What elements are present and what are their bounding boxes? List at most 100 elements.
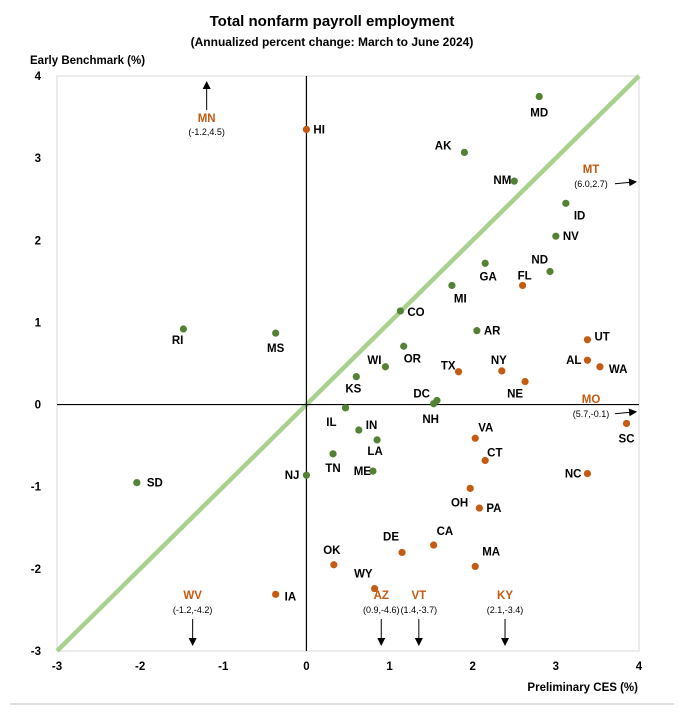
x-axis-label: Preliminary CES (%) xyxy=(527,682,638,694)
y-tick-label: -2 xyxy=(31,564,41,576)
point-label-fl: FL xyxy=(518,270,532,282)
outlier-coords-mt: (6.0,2.7) xyxy=(574,179,608,189)
outlier-coords-mo: (5.7,-0.1) xyxy=(573,409,610,419)
outlier-coords-mn: (-1.2,4.5) xyxy=(188,127,225,137)
data-point-tn xyxy=(329,450,337,458)
x-tick-label: 1 xyxy=(386,661,393,673)
point-label-wi: WI xyxy=(367,355,381,367)
outlier-label-ky: KY xyxy=(497,590,513,602)
data-point-nj xyxy=(302,471,311,479)
data-point-ks xyxy=(352,373,360,381)
data-point-ga xyxy=(481,259,489,267)
point-label-ms: MS xyxy=(267,343,285,355)
data-point-sc xyxy=(622,419,631,428)
point-label-ok: OK xyxy=(323,545,341,557)
data-point-me xyxy=(369,467,377,475)
outlier-label-wv: WV xyxy=(183,590,202,602)
point-label-in: IN xyxy=(366,420,378,432)
point-label-wa: WA xyxy=(609,364,628,376)
data-point-hi xyxy=(302,125,311,133)
data-point-in xyxy=(355,426,363,434)
outlier-label-mo: MO xyxy=(582,394,601,406)
data-point-nm xyxy=(510,177,518,185)
point-label-la: LA xyxy=(367,446,382,458)
point-label-de: DE xyxy=(383,531,399,543)
data-point-ia xyxy=(272,590,280,598)
diagonal-reference-line xyxy=(55,74,641,653)
outlier-label-mt: MT xyxy=(583,164,600,176)
outlier-arrow-mo xyxy=(614,408,637,417)
outlier-arrow-mt xyxy=(614,178,637,187)
point-label-ga: GA xyxy=(480,271,497,283)
data-point-oh xyxy=(466,484,474,492)
x-tick-label: -1 xyxy=(218,661,229,673)
x-tick-label: 4 xyxy=(636,661,643,673)
data-point-pa xyxy=(475,504,483,512)
x-tick-label: 0 xyxy=(303,661,309,673)
point-label-hi: HI xyxy=(313,124,325,136)
data-point-la xyxy=(373,436,381,444)
point-label-md: MD xyxy=(530,108,548,120)
outlier-coords-vt: (1.4,-3.7) xyxy=(401,605,438,615)
point-label-mi: MI xyxy=(454,293,467,305)
point-label-dc: DC xyxy=(413,388,430,400)
data-point-ny xyxy=(498,367,506,375)
outlier-coords-ky: (2.1,-3.4) xyxy=(487,605,524,615)
data-point-wi xyxy=(381,363,390,371)
data-point-ok xyxy=(330,561,338,569)
point-label-nv: NV xyxy=(563,231,579,243)
point-label-il: IL xyxy=(326,417,336,429)
data-point-ca xyxy=(430,541,438,549)
data-point-ne xyxy=(521,377,529,386)
data-point-ri xyxy=(179,325,187,333)
chart-title: Total nonfarm payroll employment xyxy=(210,13,455,30)
point-label-al: AL xyxy=(566,355,581,367)
point-label-ca: CA xyxy=(437,526,454,538)
point-label-pa: PA xyxy=(486,503,501,515)
point-label-ne: NE xyxy=(507,389,523,401)
data-point-de xyxy=(398,548,406,557)
point-label-ia: IA xyxy=(285,591,297,603)
point-label-or: OR xyxy=(404,353,422,365)
x-tick-label: 2 xyxy=(470,661,476,673)
x-tick-label: -2 xyxy=(135,661,145,673)
data-point-tx xyxy=(454,368,463,376)
point-label-ma: MA xyxy=(482,546,500,558)
data-point-nc xyxy=(583,469,592,478)
outlier-coords-wv: (-1.2,-4.2) xyxy=(173,605,213,615)
point-label-sd: SD xyxy=(147,478,163,490)
point-label-tx: TX xyxy=(441,361,456,373)
point-label-nd: ND xyxy=(531,255,548,267)
y-tick-label: 1 xyxy=(35,317,42,329)
x-tick-label: -3 xyxy=(52,661,62,673)
point-label-me: ME xyxy=(354,466,372,478)
data-point-id xyxy=(562,199,570,207)
data-point-ct xyxy=(481,456,489,465)
point-label-co: CO xyxy=(407,307,424,319)
data-point-ut xyxy=(583,336,592,344)
outlier-label-vt: VT xyxy=(411,590,426,602)
point-label-ks: KS xyxy=(345,384,361,396)
data-point-md xyxy=(535,92,543,101)
data-point-ak xyxy=(460,148,468,156)
data-point-wa xyxy=(596,363,604,371)
y-tick-label: 0 xyxy=(35,400,41,412)
data-point-ar xyxy=(473,327,481,335)
data-point-fl xyxy=(519,281,527,290)
y-tick-label: 3 xyxy=(35,153,41,165)
point-label-wy: WY xyxy=(354,569,373,581)
point-label-ut: UT xyxy=(594,332,609,344)
y-tick-label: -1 xyxy=(31,482,42,494)
data-point-va xyxy=(471,434,479,442)
x-tick-label: 3 xyxy=(553,661,559,673)
point-label-nm: NM xyxy=(493,175,511,187)
chart-subtitle: (Annualized percent change: March to Jun… xyxy=(191,35,474,49)
data-point-wy xyxy=(371,584,379,593)
data-point-nv xyxy=(552,232,560,240)
point-label-sc: SC xyxy=(619,433,635,445)
data-point-al xyxy=(583,356,592,364)
data-point-nd xyxy=(546,267,554,276)
y-axis-label: Early Benchmark (%) xyxy=(30,55,145,67)
point-label-nh: NH xyxy=(422,414,439,426)
